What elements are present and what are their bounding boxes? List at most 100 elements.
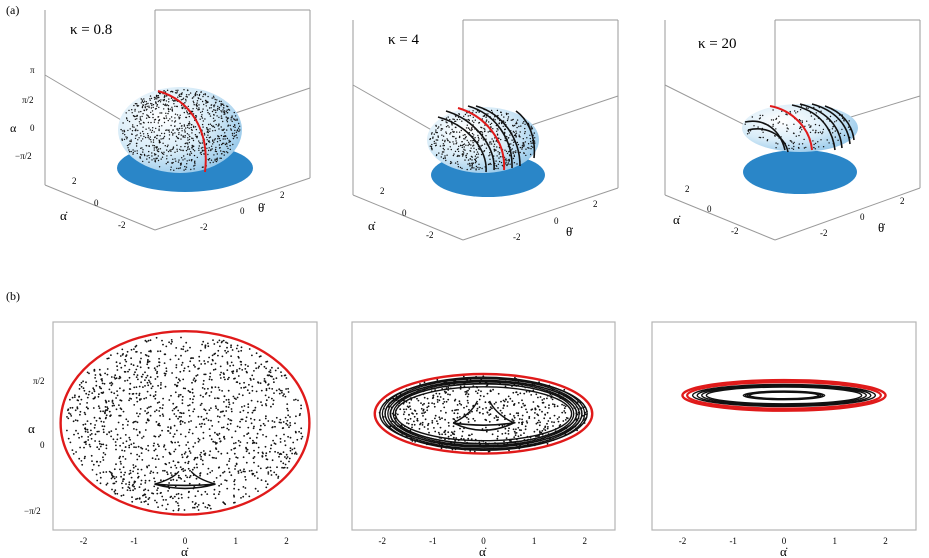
section-point (418, 428, 421, 430)
surface-dot (176, 144, 178, 146)
section-point (190, 357, 192, 360)
section-point (149, 472, 152, 474)
surface-dot (142, 113, 144, 115)
section-point (240, 363, 243, 366)
section-point (139, 366, 142, 369)
section-point (177, 417, 180, 420)
section-point (548, 404, 550, 407)
surface-dot (463, 138, 465, 140)
surface-dot (221, 117, 223, 120)
section-point (471, 433, 473, 436)
section-point (267, 396, 270, 399)
surface-dot (155, 94, 158, 97)
section-point (417, 399, 420, 402)
section-point (230, 355, 233, 357)
surface-dot (128, 120, 131, 123)
surface-dot (759, 114, 761, 117)
section-point (271, 459, 274, 462)
surface-dot (185, 100, 187, 102)
section-point (409, 405, 411, 408)
surface-dot (145, 128, 147, 130)
section-point (497, 392, 500, 395)
section-point (168, 462, 171, 464)
section-point (301, 435, 304, 438)
section-point (114, 492, 117, 495)
surface-dot (195, 104, 197, 106)
section-point (158, 410, 161, 412)
section-point (464, 391, 467, 393)
section-point (147, 384, 150, 387)
surface-dot (216, 157, 218, 159)
section-point (213, 493, 216, 496)
surface-dot (431, 149, 433, 151)
surface-dot (180, 138, 182, 140)
surface-dot (139, 157, 142, 159)
section-point (85, 406, 88, 409)
surface-dot (464, 113, 467, 116)
surface-dot (505, 113, 508, 116)
section-point (187, 460, 190, 463)
surface-dot (480, 126, 482, 128)
section-point (170, 495, 173, 498)
section-point (92, 463, 95, 466)
section-point (270, 444, 273, 447)
section-point (80, 435, 83, 438)
section-point (202, 502, 205, 505)
surface-dot (189, 153, 191, 155)
surface-dot (440, 129, 442, 131)
section-point (234, 377, 236, 380)
section-point (192, 445, 195, 448)
surface-dot (179, 148, 181, 151)
surface-dot (157, 95, 160, 97)
section-point (438, 416, 441, 419)
section-point (170, 466, 173, 469)
section-point (582, 414, 584, 417)
section-point (104, 411, 106, 414)
section-point (101, 382, 104, 385)
surface-dot (191, 147, 193, 149)
section-point (89, 445, 92, 448)
section-point (444, 429, 447, 432)
section-point (121, 348, 124, 351)
surface-dot (500, 111, 502, 114)
surface-dot (530, 125, 532, 128)
surface-dot (212, 117, 215, 120)
section-point (293, 452, 296, 455)
surface-dot (182, 135, 184, 137)
surface-dot (817, 141, 819, 143)
surface-dot (151, 159, 153, 161)
surface-dot (487, 113, 489, 115)
section-point (106, 482, 109, 485)
section-point (193, 395, 195, 398)
section-point (128, 481, 131, 484)
surface-dot (834, 130, 836, 132)
section-point (475, 390, 477, 393)
section-point (419, 423, 421, 426)
section-point (218, 432, 221, 435)
surface-dot (775, 147, 777, 149)
section-point (450, 431, 453, 433)
section-point (513, 421, 516, 424)
section-point (251, 472, 254, 475)
surface-dot (169, 108, 171, 110)
surface-dot (178, 159, 180, 161)
section-point (200, 493, 203, 496)
section-point (534, 408, 537, 411)
surface-dot (142, 101, 145, 104)
surface-dot (180, 93, 182, 95)
section-point (110, 391, 113, 394)
surface-dot (449, 146, 451, 148)
section-point (196, 374, 199, 376)
section-point (128, 473, 131, 475)
section-point (82, 423, 85, 426)
section-point (128, 388, 131, 390)
surface-dot (485, 135, 487, 137)
section-point (115, 476, 118, 478)
island-curve (190, 470, 216, 485)
surface-dot (175, 160, 177, 162)
section-point (537, 405, 540, 408)
section-point (97, 464, 100, 467)
section-point (177, 441, 180, 443)
section-point (533, 430, 536, 433)
section-point (148, 381, 151, 383)
